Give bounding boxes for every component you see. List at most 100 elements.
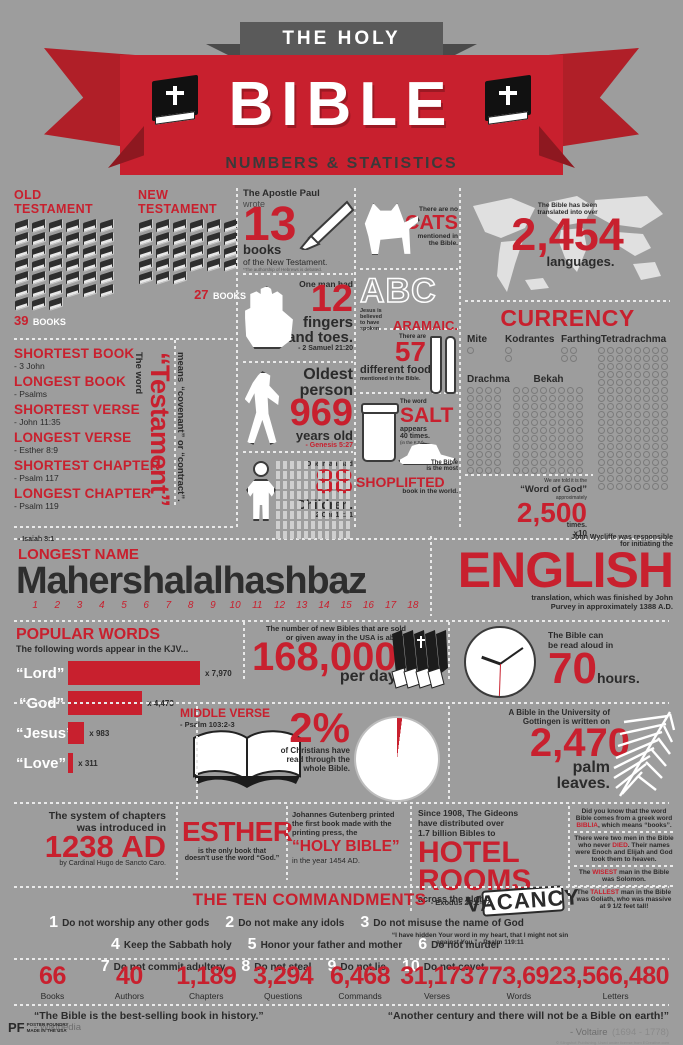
commandment-number: 9: [327, 958, 337, 975]
coin-icon: [513, 419, 520, 426]
child-tally-mark: [339, 501, 343, 509]
book-icon: [48, 233, 64, 245]
divider: [14, 702, 669, 704]
child-tally-mark: [332, 531, 336, 539]
coin-icon: [558, 395, 565, 402]
new-testament-book-icons: [138, 220, 246, 284]
quote-right-text: “Another century and there will not be a…: [387, 1010, 669, 1022]
book-icon: [138, 246, 154, 258]
coin-icon: [540, 451, 547, 458]
coin-icon: [598, 427, 605, 434]
child-tally-mark: [325, 481, 329, 489]
letter-counter: 15: [340, 600, 352, 611]
old-testament-group: OLD TESTAMENT 39 BOOKS: [14, 188, 122, 330]
child-tally-mark: [339, 531, 343, 539]
stats-band-3: POPULAR WORDS The following words appear…: [0, 622, 683, 802]
middle-verse-ref: - Psalm 103:2-3: [180, 720, 235, 729]
fact-highlight: DIED: [612, 842, 628, 849]
coin-icon: [616, 371, 623, 378]
coin-icon: [625, 403, 632, 410]
coin-icon: [561, 355, 568, 362]
letter-counter: 13: [296, 600, 308, 611]
coin-icon: [522, 411, 529, 418]
coin-icon: [485, 395, 492, 402]
coin-icon: [576, 467, 583, 474]
child-tally-mark: [339, 481, 343, 489]
coin-icon: [531, 387, 538, 394]
currency-label: Drachma: [467, 374, 510, 385]
book-icon: [172, 246, 188, 258]
longest-name-ref: - Isaiah 8:1: [18, 536, 55, 543]
coin-icon: [661, 387, 668, 394]
currency-label: Tetradrachma: [600, 334, 667, 345]
total-item: 1,189 Chapters: [168, 962, 245, 1001]
book-icon: [99, 259, 115, 271]
divider: [174, 340, 176, 508]
child-tally-mark: [304, 531, 308, 539]
coin-icon: [540, 467, 547, 474]
testament-lead: The word: [133, 352, 144, 395]
gutenberg-line2: the first book made with the: [292, 819, 392, 828]
coin-icon: [652, 411, 659, 418]
coin-icon: [661, 427, 668, 434]
coin-icon: [661, 355, 668, 362]
child-tally-mark: [325, 521, 329, 529]
coin-icon: [652, 483, 659, 490]
coin-icon: [661, 459, 668, 466]
total-label: Commands: [338, 991, 382, 1001]
bpd-number: 168,000: [252, 635, 397, 679]
bar-label: “Lord”: [16, 664, 65, 682]
bar-chart-row: “Love” x 311: [16, 748, 256, 778]
coin-icon: [652, 347, 659, 354]
coin-icon: [643, 355, 650, 362]
coin-icon: [513, 443, 520, 450]
divider: [354, 188, 356, 528]
commandment-text: Do not commit adultery: [113, 961, 226, 973]
coin-icon: [643, 459, 650, 466]
coin-icon: [485, 467, 492, 474]
coin-icon: [625, 411, 632, 418]
child-tally-mark: [297, 491, 301, 499]
child-tally-mark: [318, 481, 322, 489]
child-tally-mark: [311, 461, 315, 469]
coin-icon: [531, 451, 538, 458]
coin-icon: [476, 403, 483, 410]
page-subtitle: NUMBERS & STATISTICS: [225, 155, 458, 172]
coin-icon: [652, 459, 659, 466]
coin-icon: [531, 467, 538, 474]
divider: [459, 188, 461, 528]
coin-icon: [485, 387, 492, 394]
languages-line1: languages.: [546, 254, 615, 270]
child-tally-mark: [318, 471, 322, 479]
coin-icon: [531, 435, 538, 442]
superlative-label: SHORTEST VERSE: [14, 402, 140, 417]
coin-icon: [494, 467, 501, 474]
fact-highlight: WISEST: [592, 869, 618, 876]
coin-icon: [625, 363, 632, 370]
coin-icon: [494, 435, 501, 442]
book-icon: [14, 246, 30, 258]
coin-icon: [467, 427, 474, 434]
coin-icon: [494, 411, 501, 418]
new-testament-books-word: BOOKS: [212, 291, 246, 301]
total-value: 40: [115, 962, 143, 990]
coin-icon: [467, 467, 474, 474]
book-icon: [82, 233, 98, 245]
coin-icon: [549, 419, 556, 426]
footer-quote-right: “Another century and there will not be a…: [388, 1010, 669, 1045]
child-tally-mark: [290, 461, 294, 469]
coin-icon: [607, 459, 614, 466]
salt-line1: appears: [400, 426, 427, 433]
coin-icon: [576, 459, 583, 466]
coin-icon: [513, 411, 520, 418]
child-tally-mark: [290, 481, 294, 489]
coin-icon: [598, 451, 605, 458]
english-tail1: translation, which was finished by John: [531, 593, 673, 602]
currency-group-tetradrachma: Tetradrachma: [598, 334, 669, 490]
gutenberg-line3: printing press, the: [292, 828, 358, 837]
coin-icon: [652, 475, 659, 482]
coin-icon: [505, 347, 512, 354]
abc-letters: ABC: [359, 272, 437, 310]
cats-line1: mentioned in: [417, 233, 458, 240]
